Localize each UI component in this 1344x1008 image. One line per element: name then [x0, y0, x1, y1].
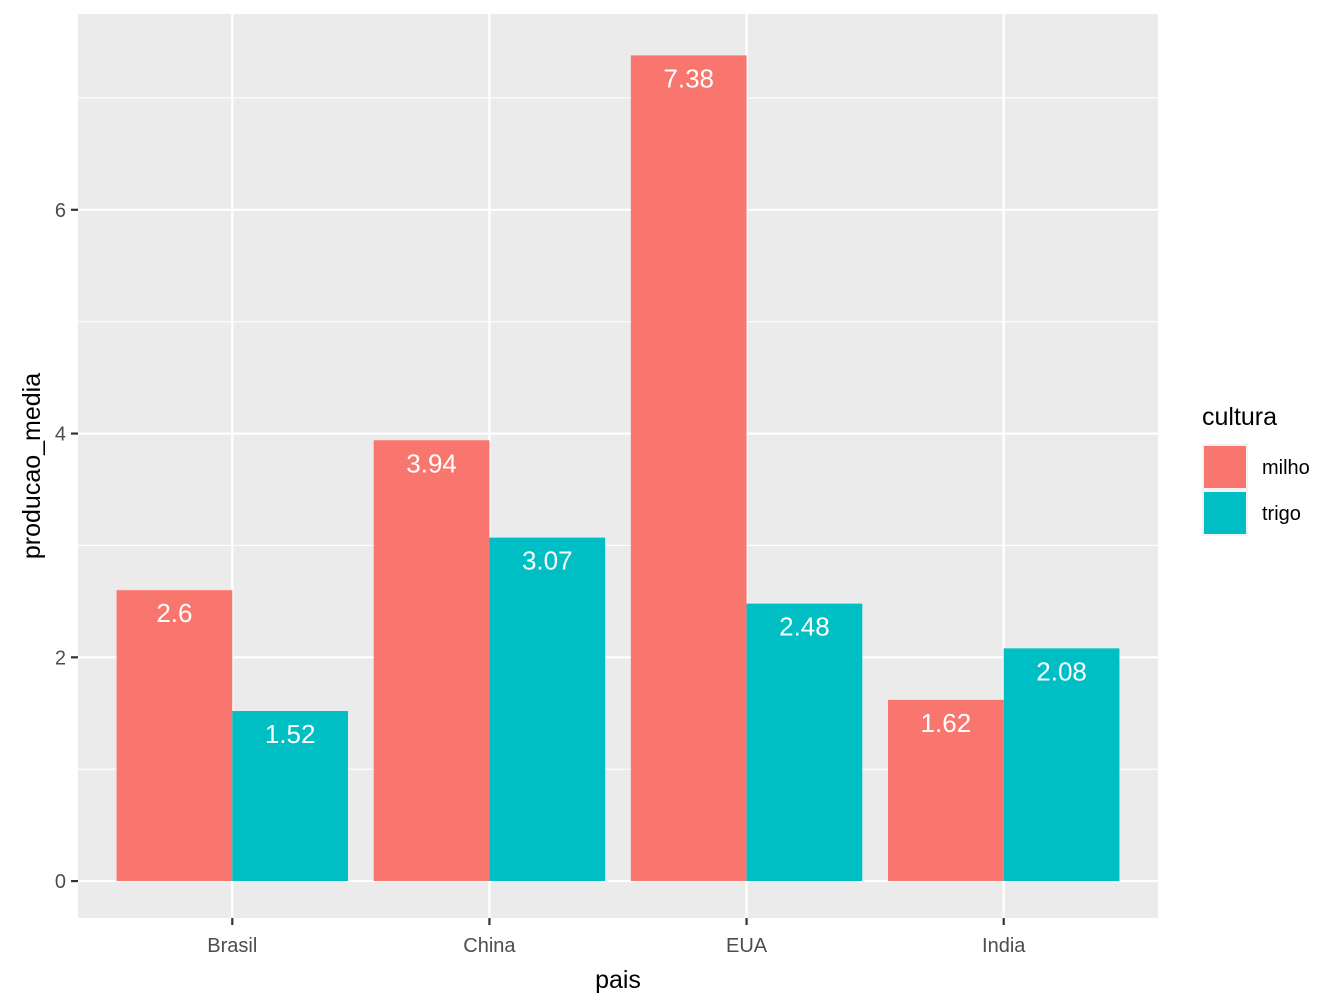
bar-trigo-china [489, 537, 606, 882]
bar-milho-brasil [116, 590, 233, 882]
x-tick-label: Brasil [207, 935, 257, 957]
legend-key-milho [1204, 446, 1246, 488]
y-tick-label: 6 [55, 200, 66, 222]
x-axis-title: pais [595, 966, 641, 994]
bars [116, 55, 1120, 882]
bar-value-label: 2.48 [779, 612, 830, 642]
y-tick-label: 0 [55, 871, 66, 893]
x-tick-label: India [982, 935, 1026, 957]
bar-value-label: 7.38 [663, 63, 714, 93]
x-tick-label: EUA [726, 935, 768, 957]
y-axis: 0 2 4 6 [55, 200, 78, 893]
bar-milho-eua [630, 55, 747, 882]
bar-milho-india [888, 699, 1004, 882]
bar-milho-china [373, 440, 490, 882]
legend-label-trigo: trigo [1262, 503, 1301, 525]
bar-value-label: 2.6 [156, 598, 192, 628]
bar-value-label: 1.62 [921, 708, 972, 738]
bar-value-label: 3.94 [406, 448, 457, 478]
bar-trigo-brasil [232, 711, 348, 882]
x-tick-label: China [463, 935, 516, 957]
legend: cultura milho trigo [1202, 403, 1310, 536]
legend-key-trigo [1204, 492, 1246, 534]
bar-value-label: 1.52 [265, 719, 316, 749]
legend-label-milho: milho [1262, 457, 1310, 479]
y-tick-label: 2 [55, 647, 66, 669]
bar-labels: 2.6 3.94 7.38 1.62 1.52 3.07 2.48 2.08 [156, 63, 1087, 749]
bar-trigo-india [1003, 648, 1120, 882]
bar-value-label: 2.08 [1036, 656, 1087, 686]
legend-title: cultura [1202, 403, 1277, 431]
y-axis-title: producao_media [18, 373, 46, 559]
bar-value-label: 3.07 [522, 546, 573, 576]
bar-trigo-eua [746, 603, 863, 882]
x-axis: Brasil China EUA India [207, 918, 1026, 957]
y-tick-label: 4 [55, 424, 66, 446]
